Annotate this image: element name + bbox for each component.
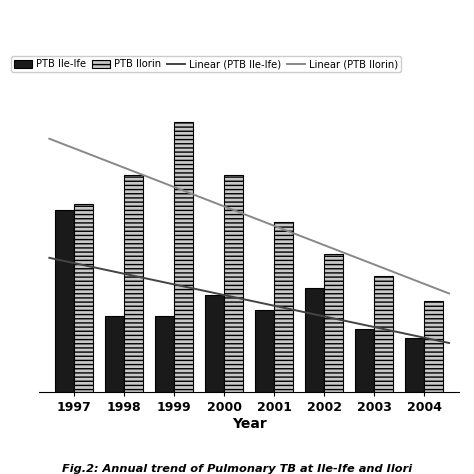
Bar — [205, 294, 224, 392]
Bar — [255, 310, 274, 392]
Bar — [374, 276, 393, 392]
Bar — [274, 222, 293, 392]
Bar — [105, 317, 124, 392]
Bar — [424, 301, 443, 392]
Bar — [305, 288, 324, 392]
Bar — [324, 254, 343, 392]
Bar — [55, 210, 74, 392]
Legend: PTB Ile-Ife, PTB Ilorin, Linear (PTB Ile-Ife), Linear (PTB Ilorin): PTB Ile-Ife, PTB Ilorin, Linear (PTB Ile… — [11, 56, 401, 73]
Bar — [224, 175, 243, 392]
Bar — [405, 338, 424, 392]
Bar — [174, 122, 193, 392]
Text: Fig.2: Annual trend of Pulmonary TB at Ile-Ife and Ilori: Fig.2: Annual trend of Pulmonary TB at I… — [62, 464, 412, 474]
Bar — [74, 203, 93, 392]
Bar — [124, 175, 143, 392]
Bar — [355, 329, 374, 392]
Bar — [155, 317, 174, 392]
X-axis label: Year: Year — [232, 417, 266, 430]
